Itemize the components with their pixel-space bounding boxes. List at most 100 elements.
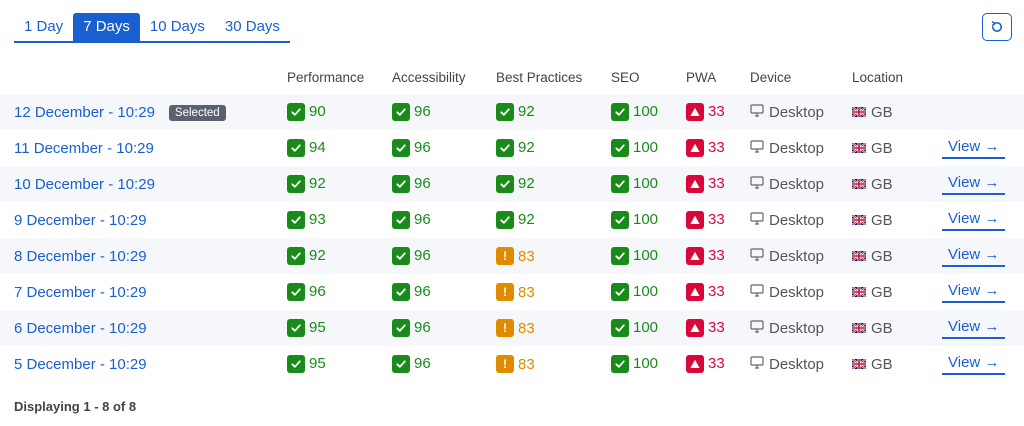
seo-cell: 100	[611, 202, 686, 238]
seo-cell: 100	[611, 238, 686, 274]
device-cell: Desktop	[750, 310, 852, 346]
tab-1-day[interactable]: 1 Day	[24, 18, 64, 35]
pwa-value: 33	[708, 211, 725, 228]
pwa-value: 33	[708, 283, 725, 300]
report-date-link[interactable]: 7 December - 10:29	[14, 283, 147, 301]
action-cell: View →	[942, 346, 1024, 382]
location-label: GB	[871, 175, 893, 193]
device: Desktop	[750, 140, 824, 157]
pwa-value: 33	[708, 355, 725, 372]
report-date-link[interactable]: 6 December - 10:29	[14, 319, 147, 337]
action-cell: View →	[942, 238, 1024, 274]
device: Desktop	[750, 212, 824, 229]
accessibility-score: 96	[392, 210, 431, 229]
best-practices-score: 92	[496, 138, 535, 157]
device-cell: Desktop	[750, 274, 852, 310]
refresh-button[interactable]	[982, 13, 1012, 41]
check-icon	[611, 102, 629, 121]
check-icon	[496, 174, 514, 193]
seo-value: 100	[633, 319, 659, 336]
accessibility-score: 96	[392, 246, 431, 265]
best-practices-cell: ! 83	[496, 274, 611, 310]
seo-score: 100	[611, 354, 658, 373]
location-cell: GB	[852, 202, 942, 238]
view-button[interactable]: View →	[942, 282, 1006, 303]
uk-flag-icon	[852, 356, 866, 373]
seo-score: 100	[611, 246, 658, 265]
performance-score: 93	[287, 210, 326, 229]
table-row: 6 December - 10:29 95 96! 83 100 33 Desktop GB V…	[0, 310, 1024, 346]
performance-cell: 96	[287, 274, 392, 310]
table-header-row: Performance Accessibility Best Practices…	[0, 60, 1024, 94]
uk-flag-icon	[852, 320, 866, 337]
report-date-link[interactable]: 5 December - 10:29	[14, 355, 147, 373]
report-date-link[interactable]: 9 December - 10:29	[14, 211, 147, 229]
device: Desktop	[750, 176, 824, 193]
device-label: Desktop	[769, 175, 825, 193]
device: Desktop	[750, 248, 824, 265]
view-button[interactable]: View →	[942, 318, 1006, 339]
pwa-score: 33	[686, 354, 725, 373]
device-label: Desktop	[769, 355, 825, 373]
seo-cell: 100	[611, 130, 686, 166]
exclamation-icon: !	[496, 283, 514, 301]
location-label: GB	[871, 247, 893, 265]
warning-icon	[686, 210, 704, 229]
report-date-link[interactable]: 10 December - 10:29	[14, 175, 155, 193]
exclamation-icon: !	[496, 319, 514, 337]
report-date-link[interactable]: 8 December - 10:29	[14, 247, 147, 265]
pwa-cell: 33	[686, 346, 750, 382]
view-button[interactable]: View →	[942, 246, 1006, 267]
location: GB	[852, 176, 893, 193]
location: GB	[852, 248, 893, 265]
check-icon	[392, 174, 410, 193]
header-accessibility: Accessibility	[392, 69, 466, 85]
check-icon	[392, 282, 410, 301]
location-cell: GB	[852, 130, 942, 166]
check-icon	[611, 138, 629, 157]
report-date-link[interactable]: 11 December - 10:29	[14, 139, 154, 157]
desktop-icon	[750, 175, 764, 193]
performance-score: 94	[287, 138, 326, 157]
check-icon	[392, 138, 410, 157]
check-icon	[287, 102, 305, 121]
warning-icon	[686, 354, 704, 373]
best-practices-score: 92	[496, 210, 535, 229]
table-row: 9 December - 10:29 93 96 92 100 33 Desktop GB Vi…	[0, 202, 1024, 238]
view-button[interactable]: View →	[942, 354, 1006, 375]
device-cell: Desktop	[750, 346, 852, 382]
action-cell	[942, 94, 1024, 130]
desktop-icon	[750, 319, 764, 337]
device-cell: Desktop	[750, 94, 852, 130]
location-cell: GB	[852, 94, 942, 130]
reports-table: Performance Accessibility Best Practices…	[0, 60, 1024, 382]
table-row: 10 December - 10:29 92 96 92 100 33 Desktop GB V…	[0, 166, 1024, 202]
report-date-link[interactable]: 12 December - 10:29	[14, 103, 155, 121]
device-label: Desktop	[769, 211, 825, 229]
tab-30-days[interactable]: 30 Days	[224, 18, 280, 35]
tab-10-days[interactable]: 10 Days	[149, 18, 205, 35]
accessibility-value: 96	[414, 103, 431, 120]
device: Desktop	[750, 320, 824, 337]
action-cell: View →	[942, 274, 1024, 310]
warning-icon	[686, 282, 704, 301]
best-practices-cell: 92	[496, 202, 611, 238]
performance-cell: 92	[287, 166, 392, 202]
check-icon	[611, 282, 629, 301]
best-practices-cell: ! 83	[496, 310, 611, 346]
performance-value: 95	[309, 355, 326, 372]
performance-cell: 95	[287, 310, 392, 346]
tab-7-days[interactable]: 7 Days	[73, 13, 140, 41]
view-button[interactable]: View →	[942, 174, 1006, 195]
view-button[interactable]: View →	[942, 138, 1006, 159]
check-icon	[287, 210, 305, 229]
table-row: 5 December - 10:29 95 96! 83 100 33 Desktop GB V…	[0, 346, 1024, 382]
view-button[interactable]: View →	[942, 210, 1006, 231]
performance-cell: 93	[287, 202, 392, 238]
pwa-cell: 33	[686, 166, 750, 202]
location: GB	[852, 212, 893, 229]
best-practices-value: 92	[518, 211, 535, 228]
exclamation-icon: !	[496, 247, 514, 265]
seo-value: 100	[633, 211, 659, 228]
best-practices-value: 83	[518, 355, 535, 373]
